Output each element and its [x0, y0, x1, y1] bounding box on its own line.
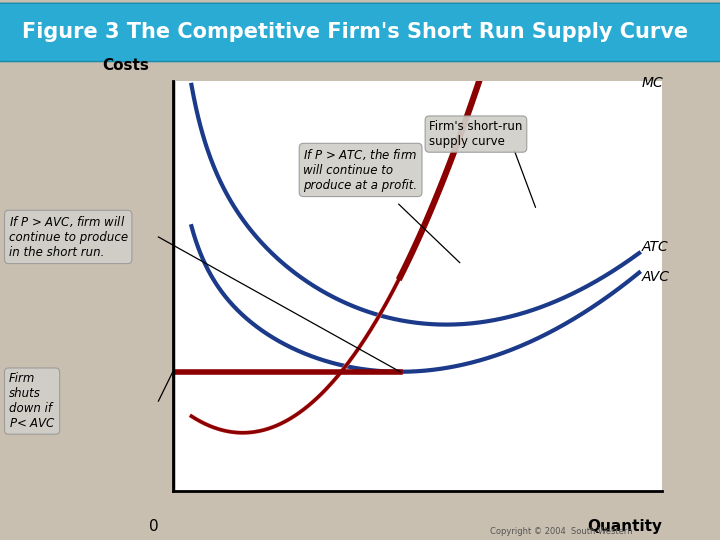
Text: Copyright © 2004  South-Western: Copyright © 2004 South-Western: [490, 526, 633, 536]
Text: Quantity: Quantity: [588, 519, 662, 534]
Text: Costs: Costs: [103, 58, 150, 73]
Text: Firm's short-run
supply curve: Firm's short-run supply curve: [429, 120, 523, 148]
Text: AVC: AVC: [642, 269, 670, 284]
Text: If $P$ > $AVC$, firm will
continue to produce
in the short run.: If $P$ > $AVC$, firm will continue to pr…: [9, 214, 127, 259]
Text: ATC: ATC: [642, 240, 668, 254]
Text: MC: MC: [642, 76, 663, 90]
Text: Firm
shuts
down if
$P$< $AVC$: Firm shuts down if $P$< $AVC$: [9, 372, 55, 430]
Text: If $P$ > $ATC$, the firm
will continue to
produce at a profit.: If $P$ > $ATC$, the firm will continue t…: [303, 147, 418, 192]
Text: 0: 0: [149, 519, 159, 534]
Text: Figure 3 The Competitive Firm's Short Run Supply Curve: Figure 3 The Competitive Firm's Short Ru…: [22, 22, 688, 43]
FancyBboxPatch shape: [0, 3, 720, 62]
